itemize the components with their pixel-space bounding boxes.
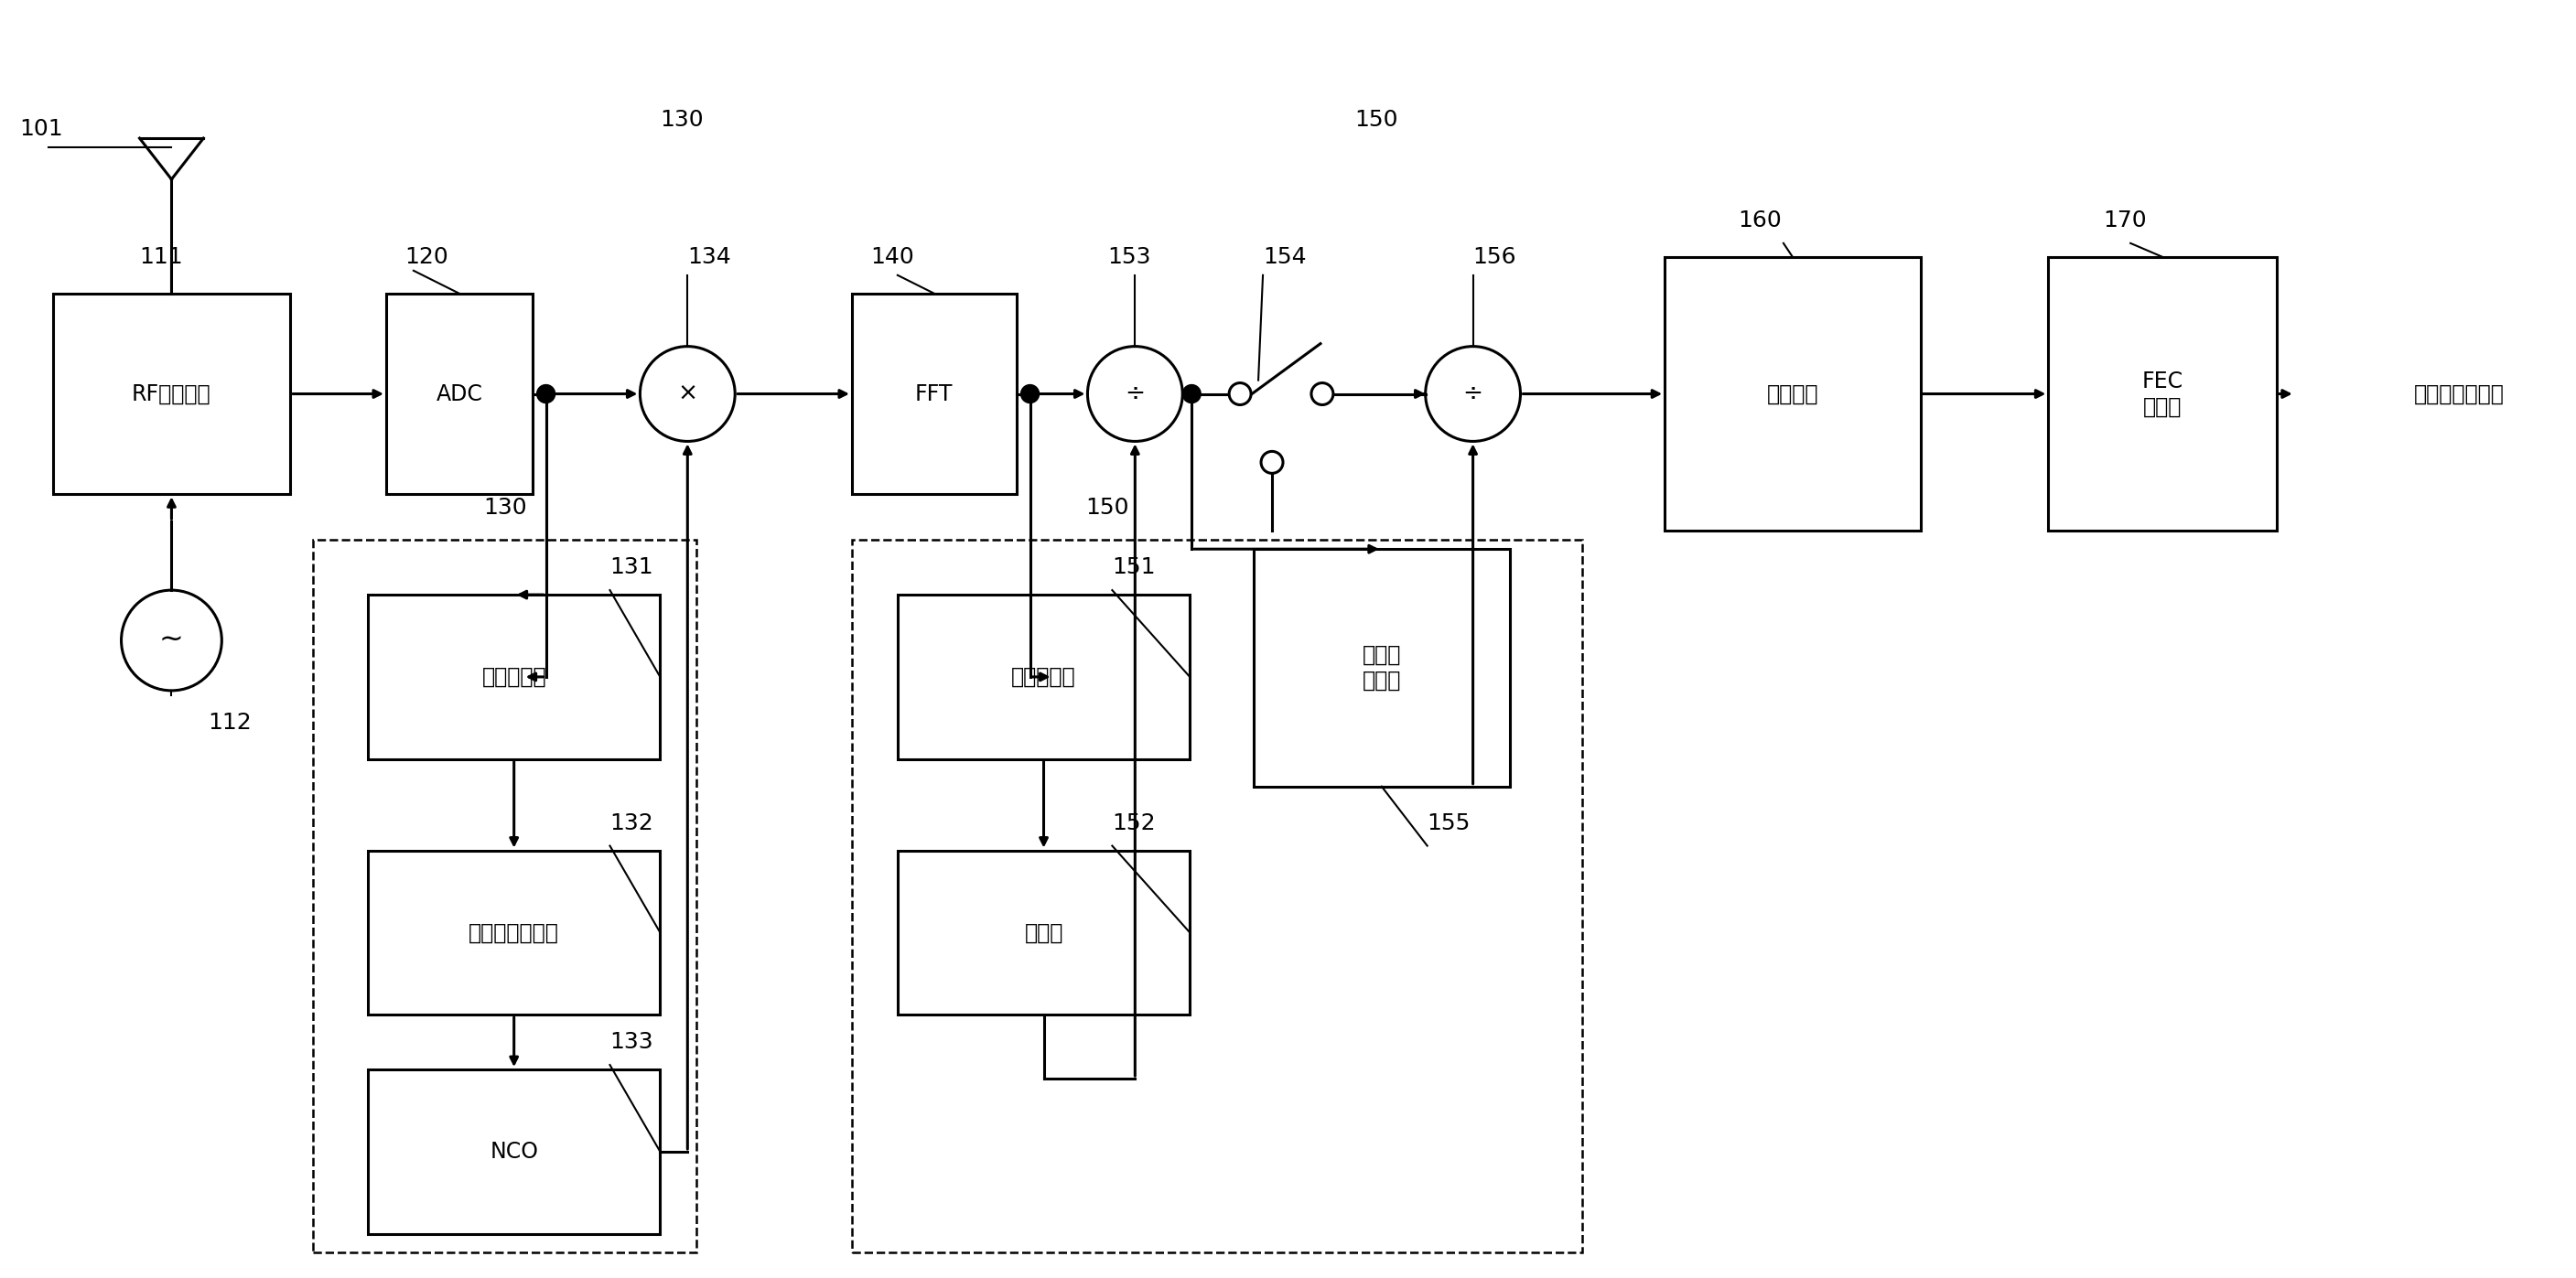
Text: 153: 153 (1108, 245, 1151, 268)
Text: 130: 130 (659, 109, 703, 130)
Text: 150: 150 (1087, 497, 1128, 519)
Text: 130: 130 (484, 497, 526, 519)
Text: 信道估计器: 信道估计器 (1012, 666, 1077, 688)
Text: 150: 150 (1355, 109, 1399, 130)
Text: 134: 134 (688, 245, 732, 268)
Circle shape (1182, 385, 1200, 403)
Text: 133: 133 (611, 1031, 654, 1053)
Text: 存储器: 存储器 (1025, 921, 1064, 943)
Bar (1255, 550, 1510, 786)
Circle shape (1311, 383, 1334, 405)
Bar (853, 539, 1582, 1252)
Text: 平均值
检测器: 平均值 检测器 (1363, 644, 1401, 691)
Text: 101: 101 (18, 118, 62, 141)
Bar (896, 850, 1190, 1015)
Bar (52, 294, 291, 495)
Bar (1664, 257, 1922, 530)
Text: 140: 140 (871, 245, 914, 268)
Text: 152: 152 (1113, 812, 1157, 835)
Text: 156: 156 (1473, 245, 1517, 268)
Text: ADC: ADC (435, 383, 482, 405)
Text: RF下变频器: RF下变频器 (131, 383, 211, 405)
Text: 151: 151 (1113, 556, 1157, 579)
Text: 132: 132 (611, 812, 654, 835)
Bar (896, 594, 1190, 759)
Bar (368, 1070, 659, 1233)
Text: 155: 155 (1427, 812, 1471, 835)
Bar (2048, 257, 2277, 530)
Text: 111: 111 (139, 245, 183, 268)
Text: FFT: FFT (914, 383, 953, 405)
Text: 120: 120 (404, 245, 448, 268)
Text: NCO: NCO (489, 1141, 538, 1163)
Circle shape (1020, 385, 1038, 403)
Bar (853, 294, 1018, 495)
Circle shape (1229, 383, 1252, 405)
Circle shape (536, 385, 554, 403)
Text: FEC
解码器: FEC 解码器 (2141, 371, 2182, 418)
Bar (314, 539, 696, 1252)
Text: 延迟相关器: 延迟相关器 (482, 666, 546, 688)
Text: 112: 112 (209, 712, 252, 734)
Text: ~: ~ (160, 626, 183, 654)
Bar (386, 294, 533, 495)
Text: 160: 160 (1739, 210, 1783, 231)
Text: ÷: ÷ (1126, 382, 1146, 405)
Text: ÷: ÷ (1463, 382, 1484, 405)
Text: 恢复的比特信息: 恢复的比特信息 (2414, 383, 2504, 405)
Circle shape (1262, 451, 1283, 473)
Text: 154: 154 (1262, 245, 1306, 268)
Text: 131: 131 (611, 556, 654, 579)
Text: 反正切运算单元: 反正切运算单元 (469, 921, 559, 943)
Text: 解映射器: 解映射器 (1767, 383, 1819, 405)
Text: 170: 170 (2102, 210, 2146, 231)
Bar (368, 850, 659, 1015)
Bar (368, 594, 659, 759)
Text: ×: × (677, 382, 698, 405)
